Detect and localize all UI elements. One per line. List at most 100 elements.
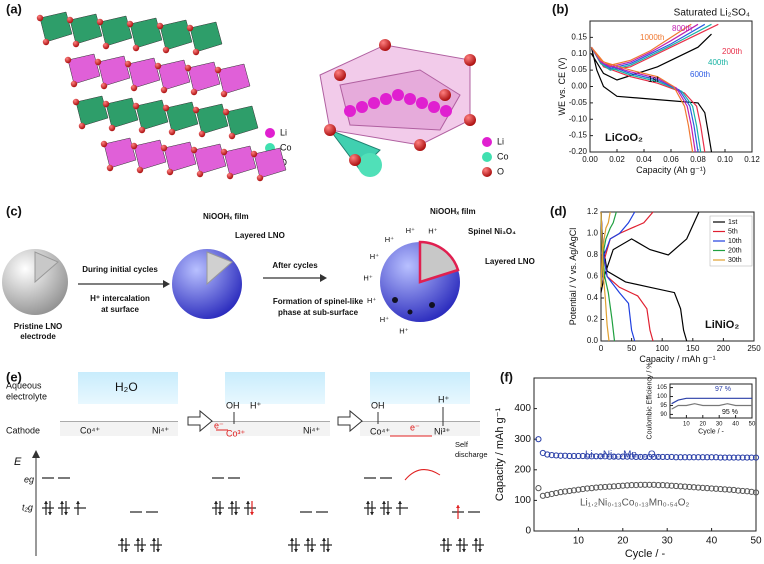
data-point <box>646 481 653 488</box>
co-octahedron <box>105 97 139 129</box>
label: Co⁴⁺ <box>80 425 100 435</box>
y-tick-label: 0.6 <box>587 272 599 281</box>
y-axis-label: Potential / V vs. Ag/AgCl <box>568 228 578 326</box>
o-atom <box>334 69 346 81</box>
o-atom <box>482 167 492 177</box>
co-octahedron <box>165 101 199 133</box>
li-atom <box>392 89 404 101</box>
diagram-c: Pristine LNO electrode During initial cy… <box>2 207 535 341</box>
y-tick-label: 105 <box>657 385 668 391</box>
data-point <box>664 482 671 489</box>
legend-a-right: Li Co O <box>482 136 509 177</box>
x-tick-label: 30 <box>662 536 674 547</box>
electron-head <box>386 512 390 515</box>
legend-label: Li <box>497 136 504 146</box>
y-tick-label: -0.05 <box>569 98 588 107</box>
o-atom <box>160 86 168 94</box>
legend-label: Li <box>280 127 287 137</box>
electron-head <box>442 538 446 541</box>
series-label: 1000th <box>640 33 664 42</box>
o-atom <box>106 164 114 172</box>
data-point <box>726 454 733 461</box>
series-label: 800th <box>672 24 692 33</box>
x-tick-label: 200 <box>717 344 731 353</box>
data-point <box>690 454 697 461</box>
o-atom <box>42 38 50 46</box>
data-point <box>699 454 706 461</box>
arrow-head <box>163 280 170 288</box>
data-point <box>601 483 609 491</box>
o-atom <box>66 16 74 24</box>
o-atom <box>108 124 116 132</box>
electron-head <box>120 538 124 541</box>
x-tick-label: 50 <box>750 536 762 547</box>
x-tick-label: 10 <box>683 422 690 428</box>
li-atom <box>344 105 356 117</box>
series-line <box>671 397 752 405</box>
electron-head <box>124 549 128 552</box>
y-tick-label: 0.15 <box>571 32 587 41</box>
electron-head <box>44 501 48 504</box>
data-point <box>695 454 702 461</box>
panel-label: (e) <box>6 369 22 384</box>
li-octahedron <box>217 63 251 95</box>
data-point <box>606 453 613 460</box>
step-arrow <box>187 409 213 433</box>
electron-head <box>456 505 460 508</box>
electron-head <box>382 501 386 504</box>
cathode-layer <box>210 422 330 436</box>
li-atom <box>368 97 380 109</box>
data-point <box>575 486 582 493</box>
arrow-head <box>320 274 327 282</box>
panel-label: (d) <box>550 203 567 218</box>
x-tick-label: 40 <box>706 536 718 547</box>
electron-head <box>152 538 156 541</box>
caption: Formation of spinel-like <box>273 297 364 306</box>
diagram-e: Aqueous electrolyte H₂O Cathode E eg t₂g… <box>6 372 488 556</box>
electron-head <box>474 538 478 541</box>
data-point <box>619 482 626 489</box>
li-atom <box>356 101 368 113</box>
o-atom <box>36 14 44 22</box>
li-atom <box>380 93 392 105</box>
electron-head <box>214 501 218 504</box>
data-point <box>730 486 737 494</box>
label: H⁺ <box>250 400 261 410</box>
data-point <box>597 484 604 491</box>
y-axis-label: Capacity / mAh g⁻¹ <box>494 408 506 502</box>
o-atom <box>78 122 86 130</box>
series-label: 600th <box>690 70 710 79</box>
y-tick-label: 200 <box>514 464 531 475</box>
x-tick-label: 0.08 <box>690 155 706 164</box>
y-tick-label: 300 <box>514 434 531 445</box>
electron-head <box>446 549 450 552</box>
x-tick-label: 0.00 <box>582 155 598 164</box>
data-point <box>735 454 742 461</box>
data-point <box>624 453 631 460</box>
legend-label: 1st <box>728 219 737 226</box>
electron-head <box>306 538 310 541</box>
proton-label: H⁺ <box>385 235 394 244</box>
caption: Spinel Ni₃O₄ <box>468 227 516 236</box>
series-line <box>600 211 700 342</box>
o-atom <box>162 104 170 112</box>
li-octahedron <box>187 61 221 93</box>
data-point <box>557 452 564 459</box>
data-point <box>610 483 618 490</box>
label: H⁺ <box>438 394 449 404</box>
o-atom <box>256 174 264 182</box>
li-atom <box>416 97 428 109</box>
electron-head <box>156 549 160 552</box>
data-point <box>646 453 653 461</box>
li-octahedron <box>133 139 167 171</box>
data-point <box>588 453 595 460</box>
label: eg <box>24 474 34 484</box>
legend-label: Co <box>280 142 292 152</box>
panel-label: (c) <box>6 203 22 218</box>
li-atom <box>428 101 440 113</box>
electron-head <box>246 501 250 504</box>
legend-label: 20th <box>728 247 742 254</box>
li-octahedron <box>163 141 197 173</box>
series-line <box>590 23 699 153</box>
data-point <box>712 485 720 492</box>
